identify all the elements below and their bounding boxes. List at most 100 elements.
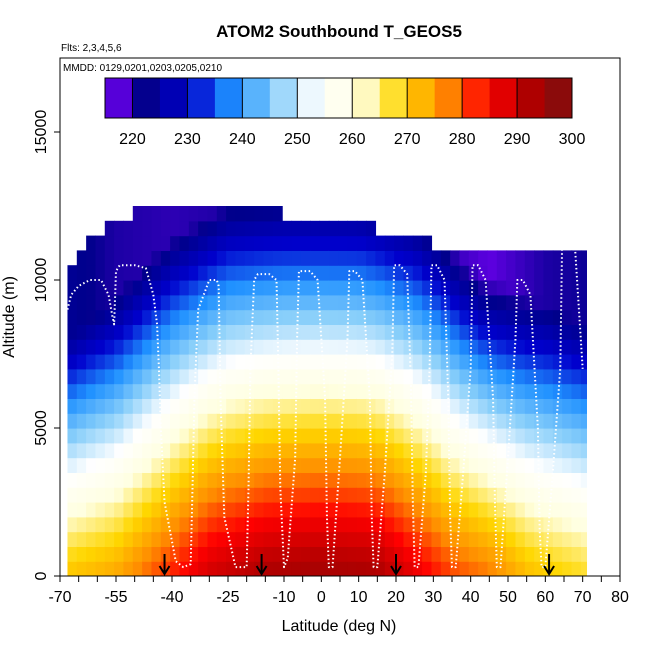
heatmap-cell [216,442,227,459]
heatmap-cell [356,368,367,385]
heatmap-cell [244,280,255,296]
heatmap-cell [394,339,405,355]
heatmap-cell [571,442,582,459]
heatmap-cell [543,457,554,473]
heatmap-cell [226,487,237,503]
heatmap-cell [282,235,293,251]
heatmap-cell [179,516,190,533]
heatmap-cell [114,250,125,266]
heatmap-cell [552,294,563,311]
heatmap-cell [291,280,302,296]
heatmap-cell [338,250,349,266]
colorbar-cell [242,78,271,118]
heatmap-cell [310,265,321,281]
heatmap-cell [282,309,293,325]
heatmap-cell [216,354,227,370]
heatmap-cell [552,472,563,488]
heatmap-cell [86,428,97,444]
heatmap-cell [132,324,143,340]
heatmap-cell [272,206,283,222]
heatmap-cell [207,561,218,576]
heatmap-cell [123,502,134,518]
heatmap-cell [114,280,125,296]
heatmap-cell [338,339,349,355]
heatmap-cell [76,457,87,473]
heatmap-cell [198,546,209,562]
heatmap-cell [132,428,143,444]
heatmap-cell [394,442,405,459]
heatmap-cell [160,516,171,533]
heatmap-cell [412,368,423,385]
heatmap-cell [440,398,451,414]
heatmap-cell [338,324,349,340]
heatmap-cell [291,309,302,325]
heatmap-cell [403,457,414,473]
heatmap-cell [160,413,171,429]
heatmap-cell [571,487,582,503]
heatmap-cell [543,502,554,518]
heatmap-cell [394,487,405,503]
heatmap-cell [282,546,293,562]
heatmap-cell [319,250,330,266]
colorbar-cell [517,78,546,118]
heatmap-cell [468,516,479,533]
heatmap-cell [524,502,535,518]
heatmap-cell [216,546,227,562]
heatmap-cell [403,502,414,518]
heatmap-cell [403,354,414,370]
x-tick-label: 0 [317,589,326,606]
heatmap-cell [394,531,405,547]
heatmap-cell [95,502,106,518]
heatmap-cell [356,457,367,473]
heatmap-cell [104,428,115,444]
heatmap-cell [300,354,311,370]
heatmap-cell [310,442,321,459]
heatmap-cell [356,280,367,296]
heatmap-cell [254,294,265,311]
heatmap-cell [142,561,153,576]
heatmap-cell [244,368,255,385]
heatmap-cell [272,235,283,251]
heatmap-cell [235,309,246,325]
heatmap-cell [562,354,573,370]
heatmap-cell [216,235,227,251]
heatmap-cell [179,428,190,444]
heatmap-cell [114,324,125,340]
heatmap-cell [216,428,227,444]
heatmap-cell [244,442,255,459]
heatmap-cell [207,383,218,399]
heatmap-cell [319,516,330,533]
heatmap-cell [384,502,395,518]
heatmap-cell [328,265,339,281]
heatmap-cell [263,472,274,488]
heatmap-cell [394,502,405,518]
heatmap-cell [496,398,507,414]
heatmap-cell [95,339,106,355]
heatmap-cell [478,561,489,576]
heatmap-cell [468,324,479,340]
heatmap-cell [188,339,199,355]
heatmap-cell [123,531,134,547]
heatmap-cell [235,413,246,429]
heatmap-cell [86,383,97,399]
heatmap-cell [226,516,237,533]
heatmap-cell [310,368,321,385]
heatmap-cell [244,265,255,281]
heatmap-cell [319,280,330,296]
heatmap-cell [412,413,423,429]
heatmap-cell [263,502,274,518]
heatmap-cell [123,561,134,576]
heatmap-cell [151,368,162,385]
heatmap-cell [366,354,377,370]
heatmap-cell [412,516,423,533]
heatmap-cell [86,339,97,355]
heatmap-cell [142,294,153,311]
heatmap-cell [338,413,349,429]
heatmap-cell [319,561,330,576]
heatmap-cell [188,220,199,237]
heatmap-cell [263,383,274,399]
heatmap-cell [543,250,554,266]
heatmap-cell [450,294,461,311]
heatmap-cell [160,235,171,251]
heatmap-cell [235,472,246,488]
